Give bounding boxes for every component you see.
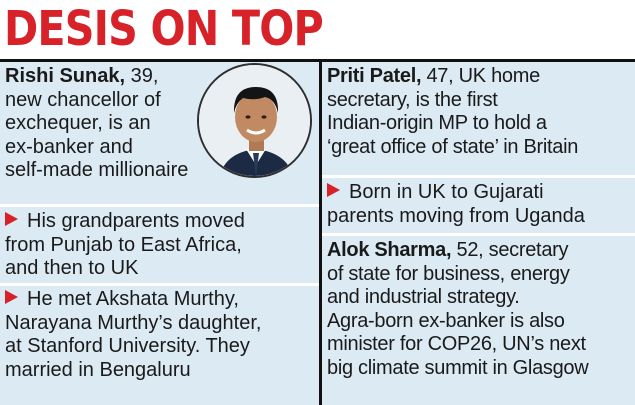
top-rule	[0, 59, 635, 62]
bullet-arrow-icon	[5, 212, 18, 226]
rishi-points-box	[0, 207, 319, 405]
rishi-intro: Rishi Sunak, 39, new chancellor of exche…	[5, 65, 189, 181]
bullet-arrow-icon	[5, 290, 18, 304]
rishi-point-2: He met Akshata Murthy, Narayana Murthy’s…	[5, 288, 262, 381]
bullet-arrow-icon	[327, 183, 340, 197]
rishi-name: Rishi Sunak,	[5, 65, 126, 87]
priti-name: Priti Patel,	[327, 65, 422, 87]
priti-intro: Priti Patel, 47, UK home secretary, is t…	[327, 65, 579, 158]
alok-name: Alok Sharma,	[327, 239, 452, 261]
rishi-sunak-portrait	[197, 63, 312, 178]
priti-intro-box	[322, 62, 635, 175]
rishi-point-1: His grandparents moved from Punjab to Ea…	[5, 210, 245, 279]
portrait-image	[199, 65, 310, 176]
alok-box	[322, 236, 635, 405]
alok-intro: Alok Sharma, 52, secretary of state for …	[327, 239, 589, 379]
rishi-point-separator	[0, 283, 319, 286]
headline: DESIS ON TOP	[4, 1, 324, 57]
priti-point-box	[322, 178, 635, 233]
priti-point-1: Born in UK to Gujarati parents moving fr…	[327, 181, 585, 227]
column-divider	[319, 59, 322, 405]
